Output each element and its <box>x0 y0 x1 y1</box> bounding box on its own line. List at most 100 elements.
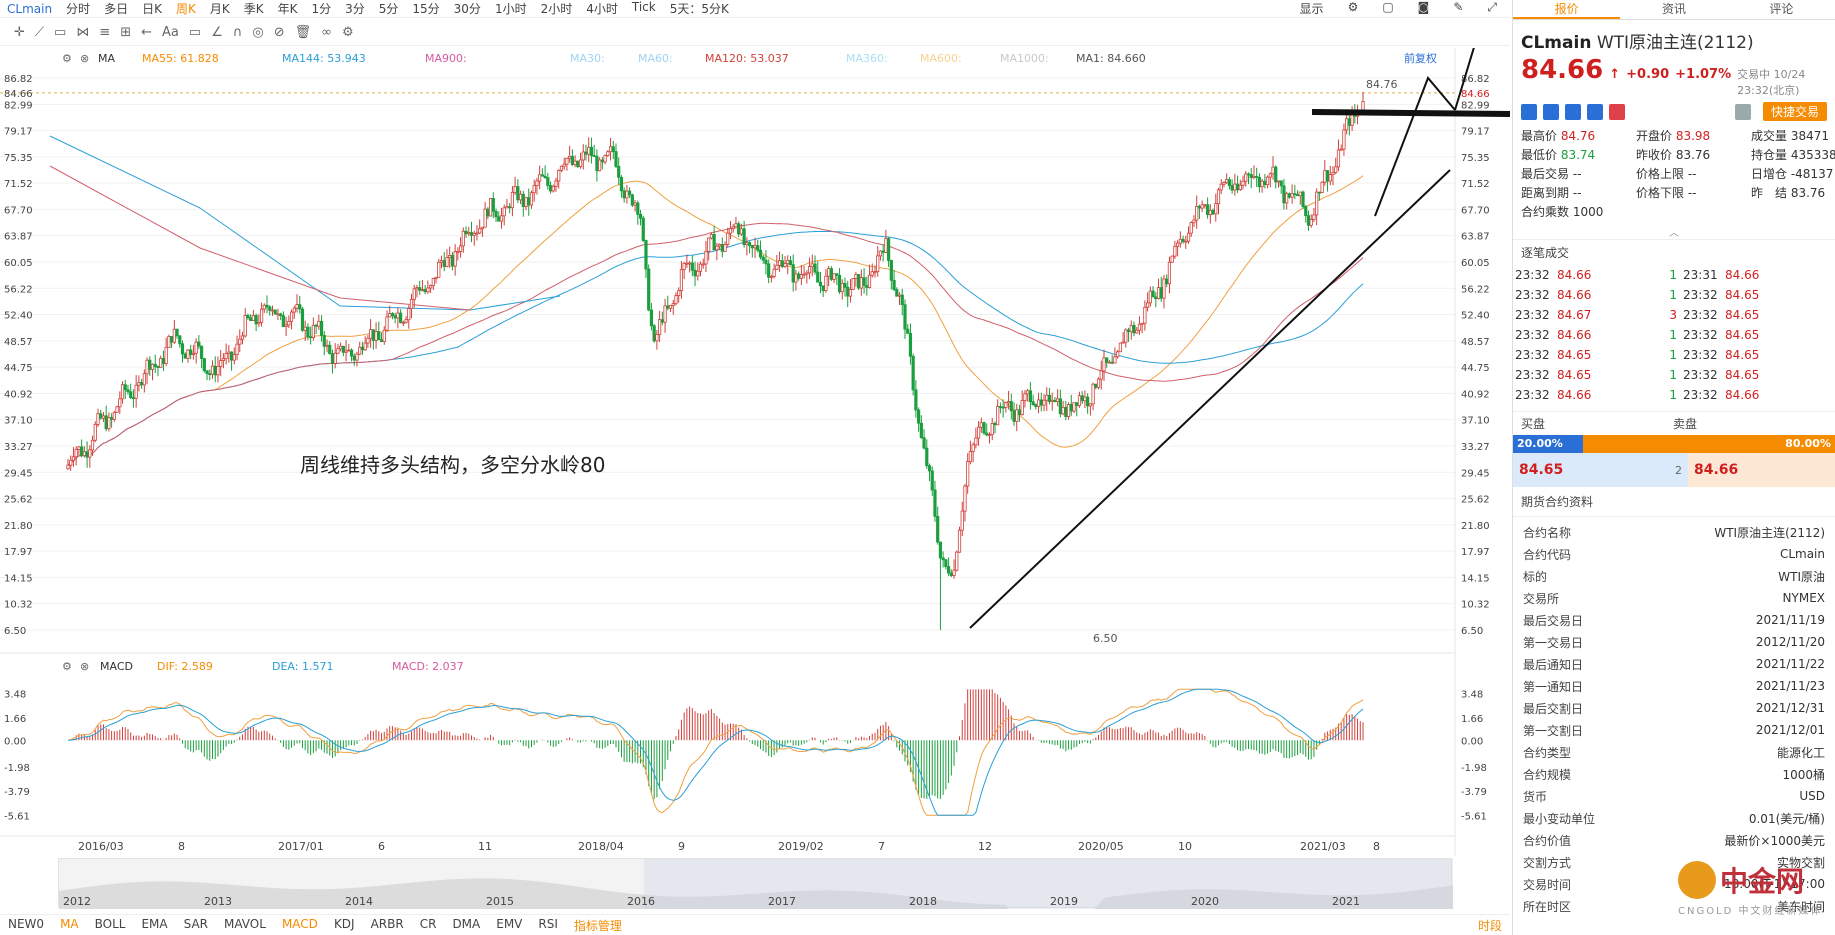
candle-body <box>445 257 449 267</box>
trash-icon[interactable]: 🗑 <box>294 25 312 40</box>
candle-body <box>420 289 425 291</box>
period-9[interactable]: 5分 <box>378 2 399 16</box>
period-0[interactable]: 分时 <box>66 2 91 16</box>
price-tick-right: 40.92 <box>1461 389 1490 400</box>
indicator-13[interactable]: 指标管理 <box>573 918 622 933</box>
period-7[interactable]: 1分 <box>311 2 332 16</box>
symbol-selector[interactable]: CLmain <box>7 1 53 16</box>
note-icon[interactable] <box>1587 103 1603 120</box>
tab-comments[interactable]: 评论 <box>1769 2 1794 16</box>
indicator-4[interactable]: SAR <box>183 916 209 931</box>
projection-arrow-2[interactable] <box>1454 43 1476 111</box>
support-trendline[interactable] <box>969 169 1451 629</box>
tab-quote[interactable]: 报价 <box>1513 0 1621 19</box>
period-5[interactable]: 季K <box>243 2 264 16</box>
period-10[interactable]: 15分 <box>412 2 440 16</box>
gear-icon[interactable]: ⚙ <box>341 25 354 40</box>
candle-body <box>996 406 1000 426</box>
indicator-11[interactable]: EMV <box>496 916 523 931</box>
indicator-5[interactable]: MAVOL <box>224 916 266 931</box>
camera-icon[interactable]: ◙ <box>1417 0 1430 14</box>
favorite-icon[interactable] <box>1609 103 1625 120</box>
indicator-12[interactable]: RSI <box>538 916 558 931</box>
chart-svg[interactable]: ⚙ ⊗ MA MA55: 61.828 MA144: 53.943 MA900: MA… <box>0 43 1511 856</box>
bell-icon[interactable] <box>1734 103 1751 120</box>
tick-cell: 23:32 <box>1683 368 1718 382</box>
price-tick-right: 82.99 <box>1461 100 1490 111</box>
flag-icon[interactable] <box>1521 103 1537 120</box>
info-row: 货币 USD <box>1513 785 1835 807</box>
text-icon[interactable]: Aa <box>162 25 179 40</box>
tick-row: 23:32 84.66 1 23:32 84.65 <box>1515 285 1833 305</box>
period-8[interactable]: 3分 <box>345 2 365 16</box>
period-3[interactable]: 周K <box>175 2 196 16</box>
candle-body <box>428 285 433 289</box>
indicator-6[interactable]: MACD <box>281 916 318 931</box>
indicator-9[interactable]: CR <box>419 916 437 931</box>
comment-icon[interactable]: ▭ <box>188 25 202 40</box>
indicator-8[interactable]: ARBR <box>370 916 404 931</box>
period-16[interactable]: 5天：5分K <box>669 2 729 16</box>
chart-icon[interactable] <box>1565 103 1581 120</box>
candle-body <box>668 305 673 309</box>
candle-body <box>794 273 798 283</box>
indicator-0[interactable]: NEW0 <box>8 916 45 931</box>
ruler-icon[interactable]: ∠ <box>211 25 223 40</box>
overview-window[interactable] <box>644 859 1453 909</box>
close-icon[interactable]: ⊗ <box>80 660 89 673</box>
ticks-title: 逐笔成交 <box>1513 239 1835 265</box>
quote-value: -48137 <box>1790 167 1834 181</box>
period-12[interactable]: 1小时 <box>494 2 527 16</box>
tab-news[interactable]: 资讯 <box>1661 2 1686 16</box>
chart-area[interactable]: ⚙ ⊗ MA MA55: 61.828 MA144: 53.943 MA900: MA… <box>0 43 1511 856</box>
projection-arrow[interactable] <box>1374 76 1456 217</box>
overview-navigator[interactable]: 2012 2013 2014 2015 2016 2017 2018 2019 2020 2021 <box>58 858 1453 915</box>
indicator-2[interactable]: BOLL <box>94 916 126 931</box>
link-icon[interactable]: ∞ <box>321 25 332 40</box>
close-icon[interactable]: ⊗ <box>80 52 89 65</box>
crosshair-icon[interactable]: ✛ <box>14 25 25 40</box>
period-13[interactable]: 2小时 <box>540 2 573 16</box>
indicator-7[interactable]: KDJ <box>333 916 355 931</box>
indicator-3[interactable]: EMA <box>141 916 168 931</box>
draw-icon[interactable]: ✎ <box>1453 0 1464 14</box>
candle-body <box>101 415 106 419</box>
collapse-icon[interactable]: ︿ <box>1669 228 1679 239</box>
indicator-10[interactable]: DMA <box>452 916 481 931</box>
settings-icon[interactable]: ⚙ <box>62 52 72 65</box>
rectangle-icon[interactable]: ▭ <box>54 25 67 40</box>
period-1[interactable]: 多日 <box>104 2 129 16</box>
trade-status: 交易中 10/24 23:32(北京) <box>1737 68 1806 97</box>
resistance-line[interactable] <box>1311 109 1511 117</box>
magnet-icon[interactable]: ∩ <box>232 25 243 40</box>
indicator-1[interactable]: MA <box>60 916 79 931</box>
info-value: USD <box>1799 789 1825 803</box>
fib-icon[interactable]: ⊞ <box>120 25 132 40</box>
session-button[interactable]: 时段 <box>1477 918 1502 933</box>
settings-icon[interactable]: ⚙ <box>1347 0 1359 14</box>
arrow-icon[interactable]: ← <box>141 25 153 40</box>
hide-icon[interactable]: ⊘ <box>273 25 285 40</box>
fullscreen-icon[interactable]: ⤢ <box>1487 0 1497 14</box>
period-14[interactable]: 4小时 <box>586 2 618 16</box>
candle-body <box>453 251 457 267</box>
settings-icon[interactable]: ⚙ <box>62 660 72 673</box>
restore-button[interactable]: 前复权 <box>1404 51 1437 65</box>
quick-trade-button[interactable]: 快捷交易 <box>1762 102 1827 121</box>
tick-cell: 84.67 <box>1557 308 1592 322</box>
trendline-icon[interactable]: ⟋ <box>34 25 45 40</box>
period-2[interactable]: 日K <box>142 2 162 16</box>
lock-icon[interactable]: ◎ <box>252 25 264 40</box>
period-4[interactable]: 月K <box>209 2 230 16</box>
lightning-icon[interactable] <box>1543 103 1559 120</box>
lines-icon[interactable]: ≡ <box>99 25 111 40</box>
display-menu[interactable]: 显示 <box>1299 2 1324 16</box>
candle-body <box>1203 204 1207 207</box>
last-price: 84.66 <box>1521 55 1604 85</box>
period-15[interactable]: Tick <box>631 0 656 14</box>
period-6[interactable]: 年K <box>277 2 298 16</box>
fork-icon[interactable]: ⋈ <box>76 25 90 40</box>
macd-value: MACD: 2.037 <box>392 660 464 673</box>
period-11[interactable]: 30分 <box>453 2 481 16</box>
layout-icon[interactable]: ▢ <box>1382 0 1394 14</box>
